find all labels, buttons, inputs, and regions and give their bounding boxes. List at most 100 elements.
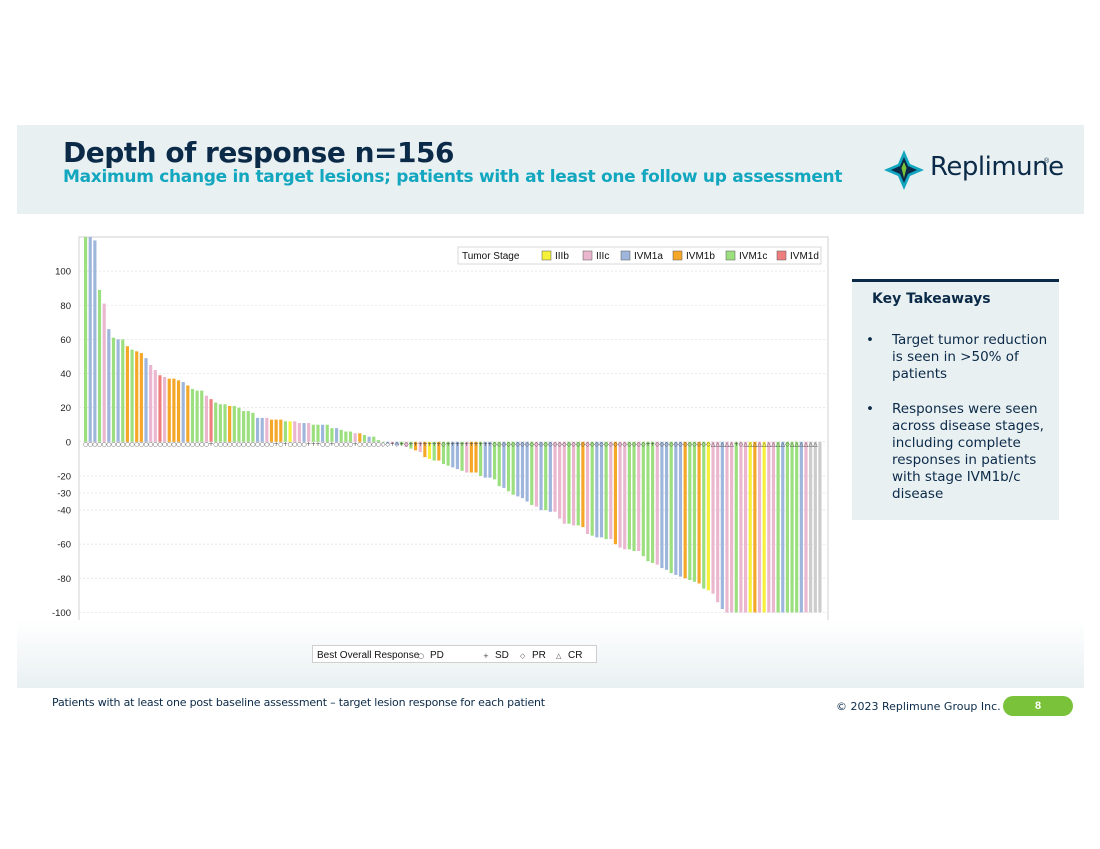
bar xyxy=(441,441,446,464)
response-marker: ○ xyxy=(292,441,297,448)
response-marker: ◇ xyxy=(525,441,530,448)
bar xyxy=(651,441,655,563)
response-marker: ◇ xyxy=(739,441,744,448)
response-marker: ○ xyxy=(260,441,265,448)
response-marker: ○ xyxy=(264,441,269,448)
page-number: 8 xyxy=(1003,696,1073,716)
response-marker: △ xyxy=(813,441,818,448)
takeaway-text: Responses were seen across disease stage… xyxy=(892,401,1044,502)
bar xyxy=(400,441,404,446)
bar xyxy=(232,405,236,442)
response-marker: ◇ xyxy=(571,441,576,448)
response-marker: ◇ xyxy=(520,441,525,448)
response-marker: ○ xyxy=(371,441,376,448)
response-marker: △ xyxy=(808,441,813,448)
bar xyxy=(720,441,724,610)
bar xyxy=(432,441,436,461)
bar xyxy=(111,337,116,442)
bar xyxy=(739,441,743,613)
bar xyxy=(283,421,288,442)
response-marker: ◇ xyxy=(511,441,516,448)
response-marker: ◇ xyxy=(543,441,548,448)
response-marker: ○ xyxy=(348,441,353,448)
stage-legend-swatch xyxy=(725,250,736,261)
response-marker: ○ xyxy=(139,441,144,448)
response-marker: ○ xyxy=(334,441,339,448)
bar xyxy=(260,417,264,442)
bar xyxy=(776,441,780,613)
bar xyxy=(734,441,738,613)
response-marker: ○ xyxy=(120,441,125,448)
bar xyxy=(321,424,325,442)
y-tick-label: 80 xyxy=(60,301,71,312)
response-legend-symbol: + xyxy=(483,652,489,660)
response-marker: △ xyxy=(804,441,809,448)
bar xyxy=(293,421,297,442)
response-marker: ○ xyxy=(357,441,362,448)
response-marker: ◇ xyxy=(706,441,711,448)
response-marker: ◇ xyxy=(562,441,567,448)
bar xyxy=(697,441,701,584)
stage-legend-title: Tumor Stage xyxy=(462,251,520,262)
bar xyxy=(316,424,320,442)
response-marker: ○ xyxy=(278,441,283,448)
bar xyxy=(102,303,106,442)
response-marker: ○ xyxy=(376,441,381,448)
bar xyxy=(562,441,566,524)
bar xyxy=(246,411,250,442)
response-marker: ◇ xyxy=(636,441,641,448)
response-legend-symbol: △ xyxy=(556,652,562,660)
bar xyxy=(493,441,497,480)
bar xyxy=(172,378,176,442)
bar xyxy=(176,380,181,442)
bar xyxy=(678,441,683,577)
bar xyxy=(516,441,520,497)
bullet-icon: • xyxy=(866,332,874,348)
response-marker: ○ xyxy=(171,441,176,448)
bar xyxy=(585,441,590,534)
response-legend-symbol: ○ xyxy=(418,652,424,660)
bar xyxy=(757,441,762,613)
response-marker: + xyxy=(483,441,488,448)
bar xyxy=(427,441,432,459)
response-marker: ◇ xyxy=(529,441,534,448)
response-marker: ◇ xyxy=(660,441,665,448)
logo-wordmark: Replimune xyxy=(930,152,1064,182)
bar xyxy=(702,441,706,589)
bar xyxy=(97,289,102,442)
response-marker: △ xyxy=(720,441,725,448)
bar xyxy=(725,441,729,613)
bar xyxy=(204,395,209,442)
response-marker: △ xyxy=(729,441,734,448)
response-marker: ◇ xyxy=(581,441,586,448)
response-marker: + xyxy=(274,441,279,448)
bar xyxy=(688,441,692,581)
response-marker: ◇ xyxy=(534,441,539,448)
bar xyxy=(604,441,608,540)
response-marker: + xyxy=(413,441,418,448)
response-marker: + xyxy=(399,441,404,448)
response-marker: + xyxy=(283,441,288,448)
response-marker: ○ xyxy=(157,441,162,448)
bar xyxy=(376,440,380,442)
bar xyxy=(409,441,413,449)
response-marker: ◇ xyxy=(576,441,581,448)
response-marker: ○ xyxy=(325,441,330,448)
stage-legend-label: IVM1d xyxy=(790,251,819,262)
stage-legend-swatch xyxy=(582,250,593,261)
response-marker: ◇ xyxy=(599,441,604,448)
bar xyxy=(558,441,562,519)
response-marker: ○ xyxy=(213,441,218,448)
bar xyxy=(539,441,543,511)
bar xyxy=(534,441,538,507)
logo-registered: ® xyxy=(1044,158,1050,165)
bar xyxy=(190,388,195,442)
y-tick-label: 0 xyxy=(66,437,71,448)
bar xyxy=(771,441,776,613)
response-marker: ◇ xyxy=(385,441,390,448)
response-legend-svg: Best Overall Response ○ PD + SD ◇ PR △ CR xyxy=(317,650,582,661)
bar xyxy=(730,441,734,613)
bar xyxy=(599,441,604,538)
bar xyxy=(153,370,157,442)
response-marker: ○ xyxy=(301,441,306,448)
